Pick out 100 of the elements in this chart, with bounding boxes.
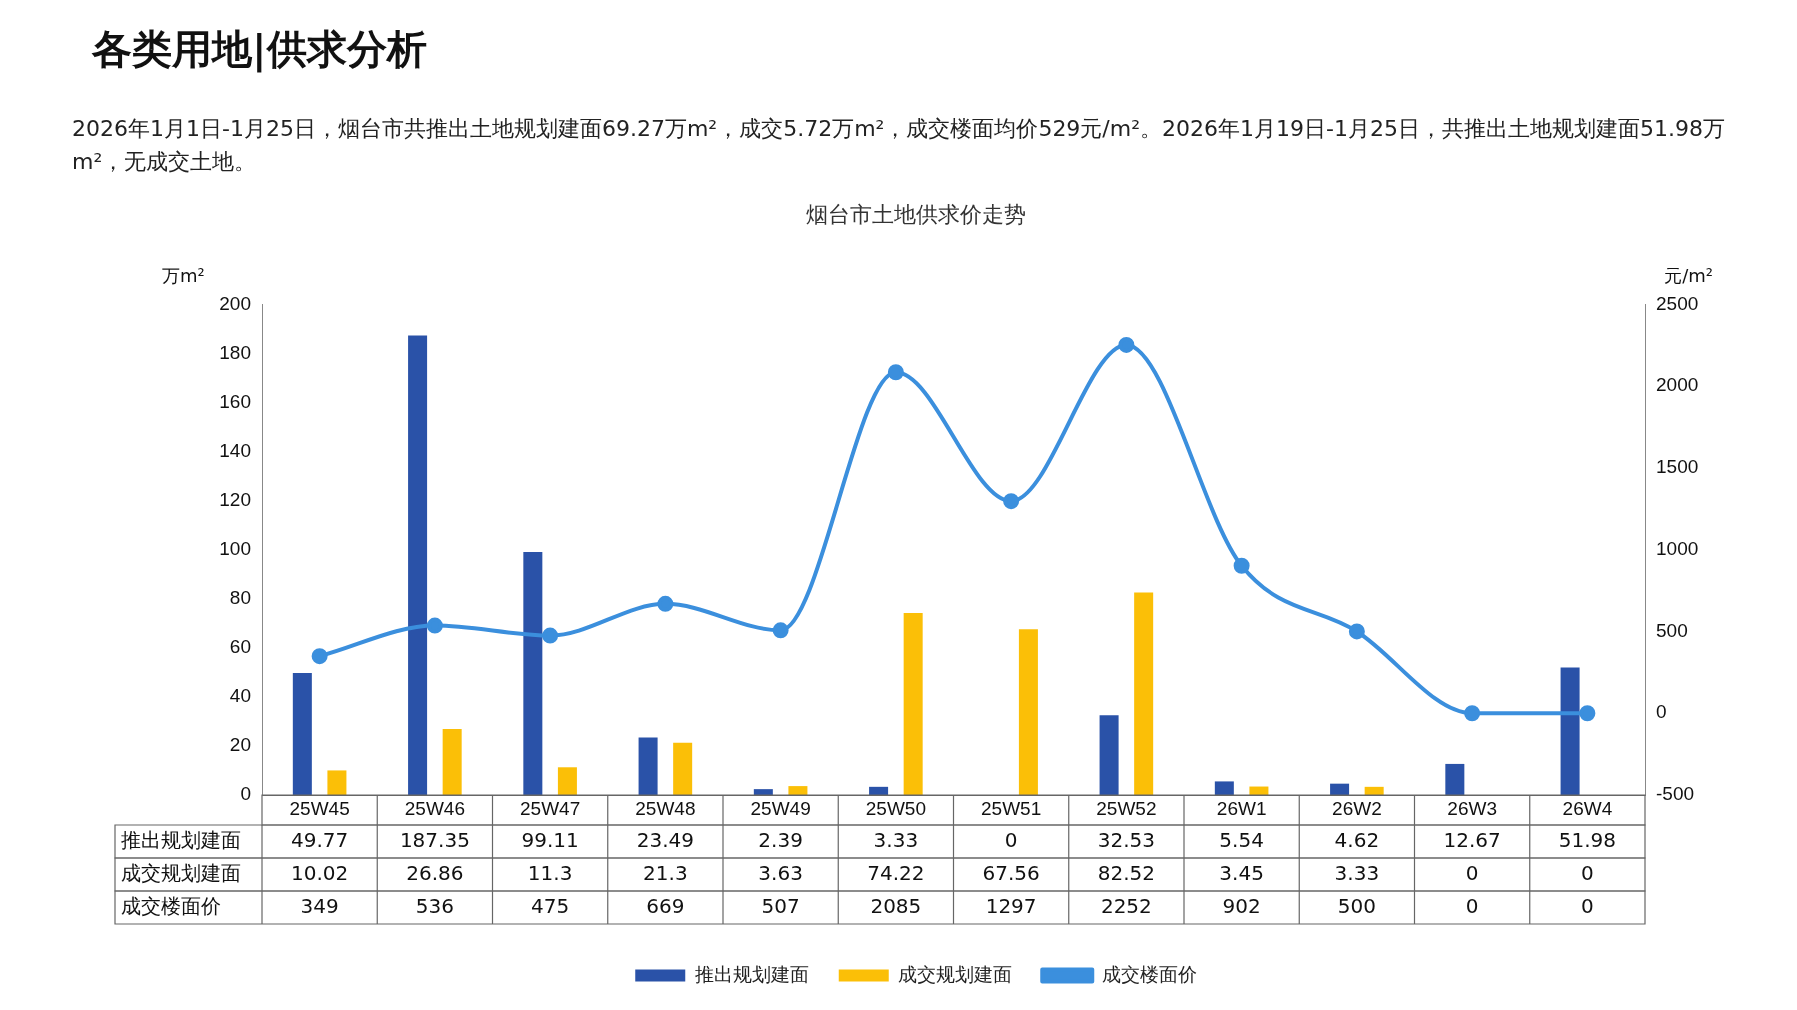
data-label: 51.98 [1558, 827, 1617, 852]
point [1348, 623, 1365, 640]
y2-tick-label: -500 [1656, 783, 1695, 805]
data-label: 536 [415, 893, 454, 918]
text: 成交楼面价 [121, 893, 221, 918]
y2-tick-label: 2500 [1656, 292, 1699, 314]
bar [1099, 715, 1119, 795]
x-tick-label: 26W3 [1447, 797, 1497, 819]
x-tick-label: 25W49 [750, 797, 811, 819]
data-label: 187.35 [399, 827, 470, 852]
bar [523, 551, 543, 795]
data-label: 21.3 [643, 860, 688, 885]
point [1003, 493, 1020, 510]
y-tick-label: 0 [240, 783, 251, 805]
bar [638, 737, 658, 795]
data-label: 67.56 [982, 860, 1040, 885]
data-label: 507 [761, 893, 800, 918]
data-label: 902 [1222, 893, 1261, 918]
data-label: 0 [1004, 827, 1018, 852]
data-label: 0 [1581, 860, 1594, 885]
point [542, 627, 559, 644]
point [1233, 557, 1250, 574]
data-label: 500 [1337, 893, 1376, 918]
y2-tick-label: 500 [1656, 619, 1688, 641]
data-label: 0 [1465, 860, 1479, 885]
data-label: 1297 [985, 893, 1037, 918]
data-label: 49.77 [290, 827, 349, 852]
legend-label: 成交楼面价 [1101, 963, 1197, 985]
bar [1445, 763, 1465, 795]
data-label: 74.22 [867, 860, 925, 885]
y2-tick-label: 0 [1656, 701, 1667, 723]
data-label: 26.86 [406, 860, 464, 885]
bar [1560, 667, 1580, 795]
text: 成交规划建面 [121, 860, 241, 885]
data-label: 5.54 [1219, 827, 1264, 852]
y-tick-label: 180 [219, 341, 251, 363]
y-tick-label: 160 [219, 390, 251, 412]
data-label: 11.3 [527, 860, 573, 885]
data-label: 4.62 [1334, 827, 1380, 852]
point [1118, 336, 1135, 353]
data-label: 82.52 [1097, 860, 1156, 885]
text: 推出规划建面 [121, 827, 241, 852]
y-tick-label: 200 [219, 292, 251, 314]
bar [1018, 629, 1038, 795]
chart-title: 烟台市土地供求价走势 [806, 201, 1026, 227]
bar [442, 729, 462, 795]
data-label: 99.11 [521, 827, 579, 852]
data-label: 475 [531, 893, 570, 918]
x-tick-label: 25W47 [520, 797, 581, 819]
y-tick-label: 20 [229, 734, 251, 756]
bar [673, 742, 693, 795]
data-label: 10.02 [290, 860, 349, 885]
y2-tick-label: 1000 [1656, 537, 1699, 559]
data-label: 349 [300, 893, 339, 918]
bar [903, 612, 923, 795]
data-label: 23.49 [636, 827, 695, 852]
y2-axis-title: 元/m² [1664, 265, 1713, 287]
data-label: 2085 [870, 893, 922, 918]
bar [1134, 592, 1154, 795]
y-tick-label: 60 [229, 636, 251, 658]
y2-tick-label: 2000 [1656, 374, 1699, 396]
data-label: 3.63 [758, 860, 803, 885]
point [1579, 705, 1596, 722]
point [887, 364, 904, 381]
text: 各类用地|供求分析 [92, 24, 427, 75]
y-tick-label: 80 [229, 586, 251, 608]
x-tick-label: 25W51 [981, 797, 1042, 819]
x-tick-label: 26W1 [1216, 797, 1267, 819]
bar [292, 672, 312, 795]
data-label: 2252 [1100, 893, 1152, 918]
data-label: 3.45 [1219, 860, 1264, 885]
data-label: 0 [1581, 893, 1594, 918]
point [1464, 705, 1481, 722]
y2-tick-label: 1500 [1656, 456, 1699, 478]
legend-label: 推出规划建面 [694, 963, 809, 985]
data-label: 3.33 [1334, 860, 1380, 885]
x-tick-label: 26W2 [1332, 797, 1382, 819]
bar [1214, 781, 1234, 795]
bar [408, 335, 428, 795]
data-label: 2.39 [758, 827, 803, 852]
y-tick-label: 100 [219, 537, 251, 559]
data-label: 669 [646, 893, 685, 918]
point [426, 617, 443, 634]
legend-label: 成交规划建面 [898, 963, 1013, 985]
bar [557, 767, 577, 795]
point [772, 622, 789, 639]
data-label: 12.67 [1443, 827, 1501, 852]
data-label: 0 [1465, 893, 1479, 918]
y-axis-title: 万m² [162, 265, 205, 287]
x-tick-label: 25W48 [635, 797, 696, 819]
x-tick-label: 25W45 [289, 797, 350, 819]
x-tick-label: 25W46 [404, 797, 465, 819]
x-tick-label: 25W50 [865, 797, 926, 819]
x-tick-label: 26W4 [1562, 797, 1613, 819]
y-tick-label: 120 [219, 488, 251, 510]
text: 2026年1月1日-1月25日，烟台市共推出土地规划建面69.27万m²，成交5.72万m²，成交楼面均价529元/m²。2026年1月19日-1月25日，共推出土地规划建面51.98万m²，无成交土地。 [72, 115, 1726, 176]
data-label: 32.53 [1097, 827, 1156, 852]
bar [327, 770, 347, 795]
y-tick-label: 140 [219, 439, 251, 461]
y-tick-label: 40 [229, 685, 251, 707]
